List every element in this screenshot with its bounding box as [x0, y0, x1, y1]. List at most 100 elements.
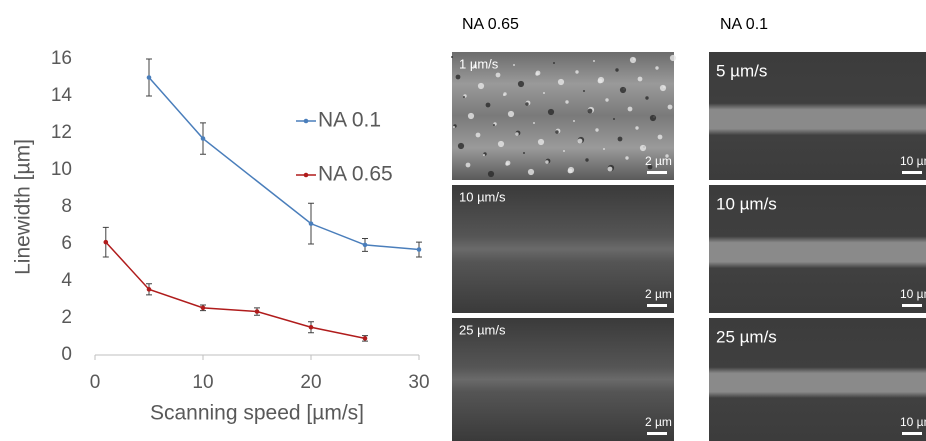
particle [627, 106, 633, 112]
y-tick-label: 4 [61, 270, 72, 291]
legend-dot [303, 118, 309, 124]
particle [485, 102, 491, 108]
particle [523, 152, 525, 154]
particle [607, 166, 613, 172]
panel-label: 10 µm/s [716, 194, 777, 213]
point [146, 75, 152, 80]
particle [493, 124, 495, 126]
series-line [105, 241, 366, 340]
scale-bar [902, 304, 922, 307]
particle [503, 94, 505, 96]
particle [613, 118, 615, 120]
particle [617, 136, 623, 142]
scale-bar-label: 10 µm [900, 287, 926, 301]
y-tick-label: 2 [61, 307, 72, 328]
particle [533, 122, 535, 124]
particle [467, 112, 475, 120]
point [200, 305, 206, 311]
point [362, 336, 368, 341]
particle [639, 144, 647, 152]
particle [605, 98, 609, 102]
particle [577, 138, 583, 144]
scale-bar [647, 304, 667, 307]
particle [565, 100, 569, 104]
particle [603, 148, 605, 150]
micrograph [709, 185, 926, 313]
particle [593, 60, 595, 62]
particle [587, 108, 593, 114]
particle [507, 110, 515, 118]
particle [615, 68, 619, 72]
particle [659, 84, 667, 92]
particle [477, 82, 485, 90]
point [362, 242, 368, 248]
panel-label: 10 µm/s [459, 189, 506, 204]
point [200, 136, 206, 141]
legend-label: NA 0.65 [318, 163, 393, 186]
particle [647, 164, 653, 170]
y-tick-label: 6 [61, 233, 72, 254]
particle [473, 66, 475, 68]
particle [495, 72, 501, 78]
y-tick-label: 0 [61, 344, 72, 365]
x-tick-label: 30 [408, 372, 429, 393]
micrograph [452, 52, 674, 180]
y-tick-label: 16 [51, 48, 72, 69]
y-tick-label: 10 [51, 159, 72, 180]
particle [573, 120, 575, 122]
y-axis-label: Linewidth [µm] [12, 139, 35, 275]
x-tick-label: 0 [90, 372, 101, 393]
column-title: NA 0.65 [462, 16, 519, 33]
particle [595, 128, 599, 132]
panel-label: 5 µm/s [716, 61, 767, 80]
point [308, 221, 314, 226]
scale-bar [902, 432, 922, 435]
micrograph [709, 318, 926, 441]
particle [515, 132, 519, 136]
y-tick-label: 14 [51, 85, 73, 106]
x-tick-label: 20 [300, 372, 321, 393]
particle [553, 62, 555, 64]
particle [669, 54, 677, 62]
particle [453, 126, 455, 128]
particle [597, 78, 603, 84]
micrograph [452, 185, 674, 313]
particle [625, 156, 629, 160]
particle [557, 78, 565, 86]
panel-label: 1 µm/s [459, 56, 499, 71]
particle [665, 154, 669, 158]
particle [645, 96, 649, 100]
particle [505, 162, 509, 166]
particle [537, 138, 545, 146]
scale-bar [647, 171, 667, 174]
particle [487, 170, 495, 178]
legend-label: NA 0.1 [318, 109, 381, 132]
particle [649, 114, 657, 122]
scale-bar-label: 10 µm [900, 415, 926, 429]
particle [583, 90, 585, 92]
particle [585, 158, 589, 162]
particle [575, 70, 579, 74]
scale-bar [902, 171, 922, 174]
x-axis-label: Scanning speed [µm/s] [150, 402, 364, 425]
particle [475, 132, 481, 138]
panel-label: 25 µm/s [459, 322, 506, 337]
point [416, 247, 422, 252]
particle [527, 168, 535, 176]
point [254, 309, 260, 314]
scale-bar-label: 2 µm [645, 154, 672, 168]
particle [655, 66, 659, 70]
particle [667, 104, 673, 110]
particle [657, 134, 663, 140]
particle [547, 108, 555, 116]
point [308, 324, 314, 330]
particle [567, 168, 573, 174]
x-tick-label: 10 [192, 372, 213, 393]
scale-bar-label: 2 µm [645, 415, 672, 429]
particle [635, 126, 639, 130]
particle [637, 76, 643, 82]
y-tick-label: 8 [61, 196, 72, 217]
point [103, 239, 109, 245]
particle [563, 150, 565, 152]
column-title: NA 0.1 [720, 16, 768, 33]
